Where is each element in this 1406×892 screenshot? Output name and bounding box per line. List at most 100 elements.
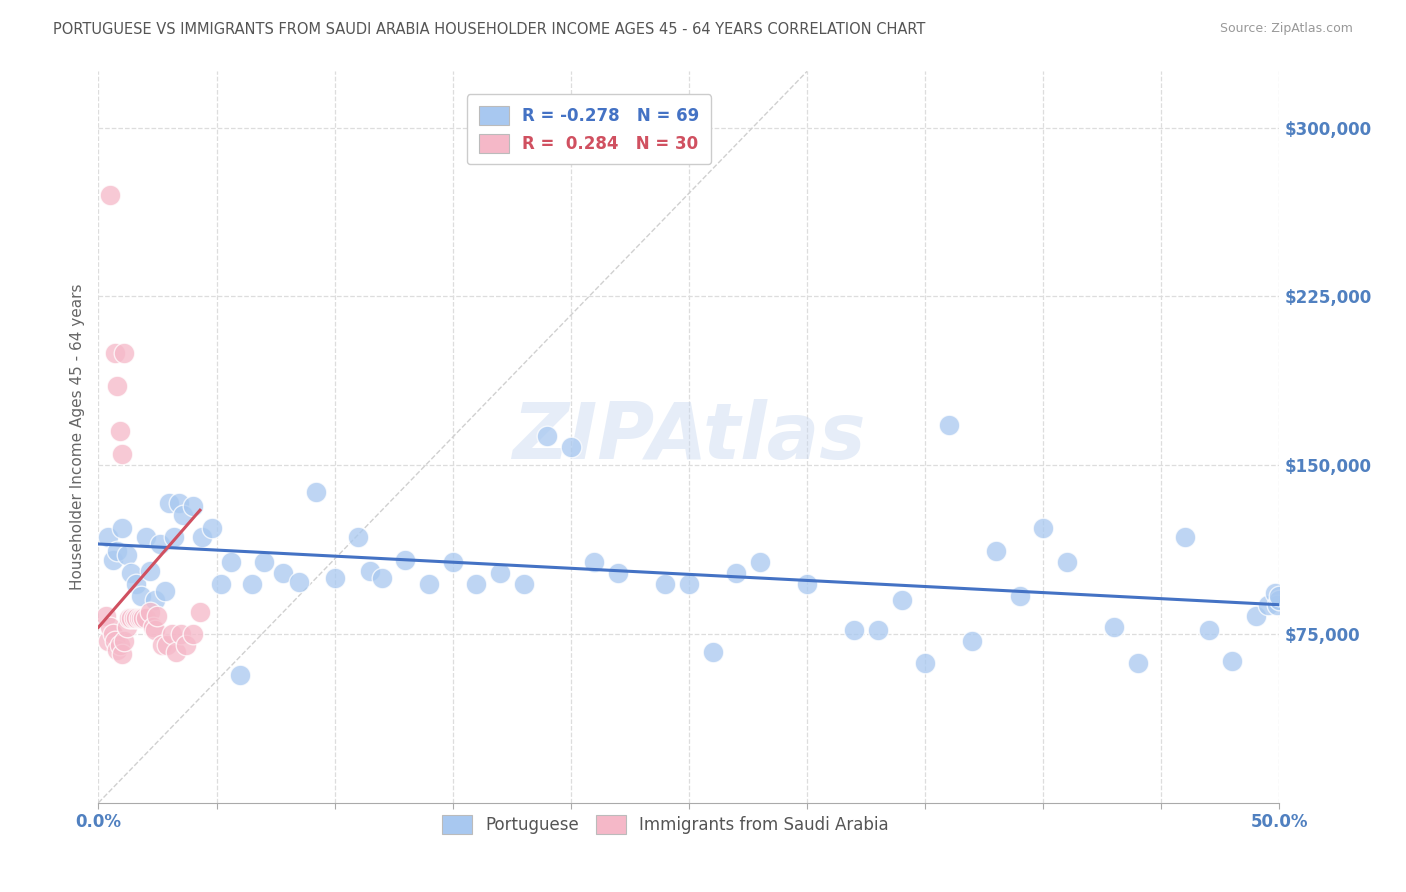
Point [181, 627, 204, 641]
Legend: Portuguese, Immigrants from Saudi Arabia: Portuguese, Immigrants from Saudi Arabia [430, 803, 900, 846]
Point [108, 638, 131, 652]
Point [112, 345, 135, 359]
Point [105, 642, 128, 657]
Point [748, 555, 770, 569]
Point [115, 548, 138, 562]
Y-axis label: Householder Income Ages 45 - 64 years: Householder Income Ages 45 - 64 years [70, 284, 86, 591]
Point [128, 611, 150, 625]
Point [101, 627, 124, 641]
Point [135, 611, 157, 625]
Point [866, 623, 889, 637]
Point [1244, 609, 1267, 624]
Point [347, 530, 370, 544]
Point [796, 577, 818, 591]
Point [201, 521, 224, 535]
Point [94, 609, 117, 624]
Point [188, 605, 211, 619]
Point [125, 577, 148, 591]
Point [156, 638, 179, 652]
Point [172, 508, 194, 522]
Point [150, 638, 173, 652]
Point [111, 647, 134, 661]
Point [157, 496, 180, 510]
Point [105, 379, 128, 393]
Point [97, 633, 120, 648]
Point [489, 566, 512, 581]
Point [112, 633, 135, 648]
Point [1265, 598, 1288, 612]
Point [240, 577, 263, 591]
Point [101, 553, 124, 567]
Point [129, 611, 152, 625]
Point [702, 645, 724, 659]
Point [129, 589, 152, 603]
Point [139, 564, 162, 578]
Point [1264, 586, 1286, 600]
Point [984, 543, 1007, 558]
Point [125, 611, 148, 625]
Point [181, 499, 204, 513]
Point [678, 577, 700, 591]
Point [115, 620, 138, 634]
Point [1008, 589, 1031, 603]
Point [1268, 593, 1291, 607]
Point [1174, 530, 1197, 544]
Point [253, 555, 276, 569]
Point [1257, 598, 1279, 612]
Point [121, 611, 143, 625]
Point [1126, 657, 1149, 671]
Point [890, 593, 912, 607]
Point [118, 611, 141, 625]
Point [105, 543, 128, 558]
Point [163, 530, 186, 544]
Point [132, 611, 155, 625]
Point [1102, 620, 1125, 634]
Point [104, 345, 127, 359]
Point [938, 417, 960, 432]
Point [1032, 521, 1054, 535]
Point [323, 571, 346, 585]
Point [1268, 589, 1291, 603]
Point [229, 667, 252, 681]
Point [359, 564, 381, 578]
Point [165, 645, 187, 659]
Point [305, 485, 328, 500]
Text: ZIPAtlas: ZIPAtlas [512, 399, 866, 475]
Point [111, 447, 134, 461]
Point [167, 496, 190, 510]
Point [111, 521, 134, 535]
Point [536, 429, 558, 443]
Point [1056, 555, 1078, 569]
Point [142, 620, 165, 634]
Point [1220, 654, 1243, 668]
Point [146, 609, 169, 624]
Point [441, 555, 464, 569]
Point [844, 623, 866, 637]
Point [98, 188, 121, 202]
Text: Source: ZipAtlas.com: Source: ZipAtlas.com [1219, 22, 1353, 36]
Point [288, 575, 311, 590]
Point [465, 577, 488, 591]
Point [139, 605, 162, 619]
Point [914, 657, 936, 671]
Point [371, 571, 394, 585]
Point [1198, 623, 1220, 637]
Point [122, 611, 145, 625]
Point [160, 627, 183, 641]
Point [104, 633, 127, 648]
Point [170, 627, 193, 641]
Point [108, 425, 131, 439]
Point [962, 633, 984, 648]
Point [191, 530, 214, 544]
Point [512, 577, 534, 591]
Point [149, 537, 172, 551]
Point [583, 555, 606, 569]
Point [143, 593, 166, 607]
Point [418, 577, 440, 591]
Point [98, 620, 121, 634]
Point [219, 555, 242, 569]
Point [725, 566, 748, 581]
Point [97, 530, 120, 544]
Point [135, 530, 157, 544]
Point [143, 623, 166, 637]
